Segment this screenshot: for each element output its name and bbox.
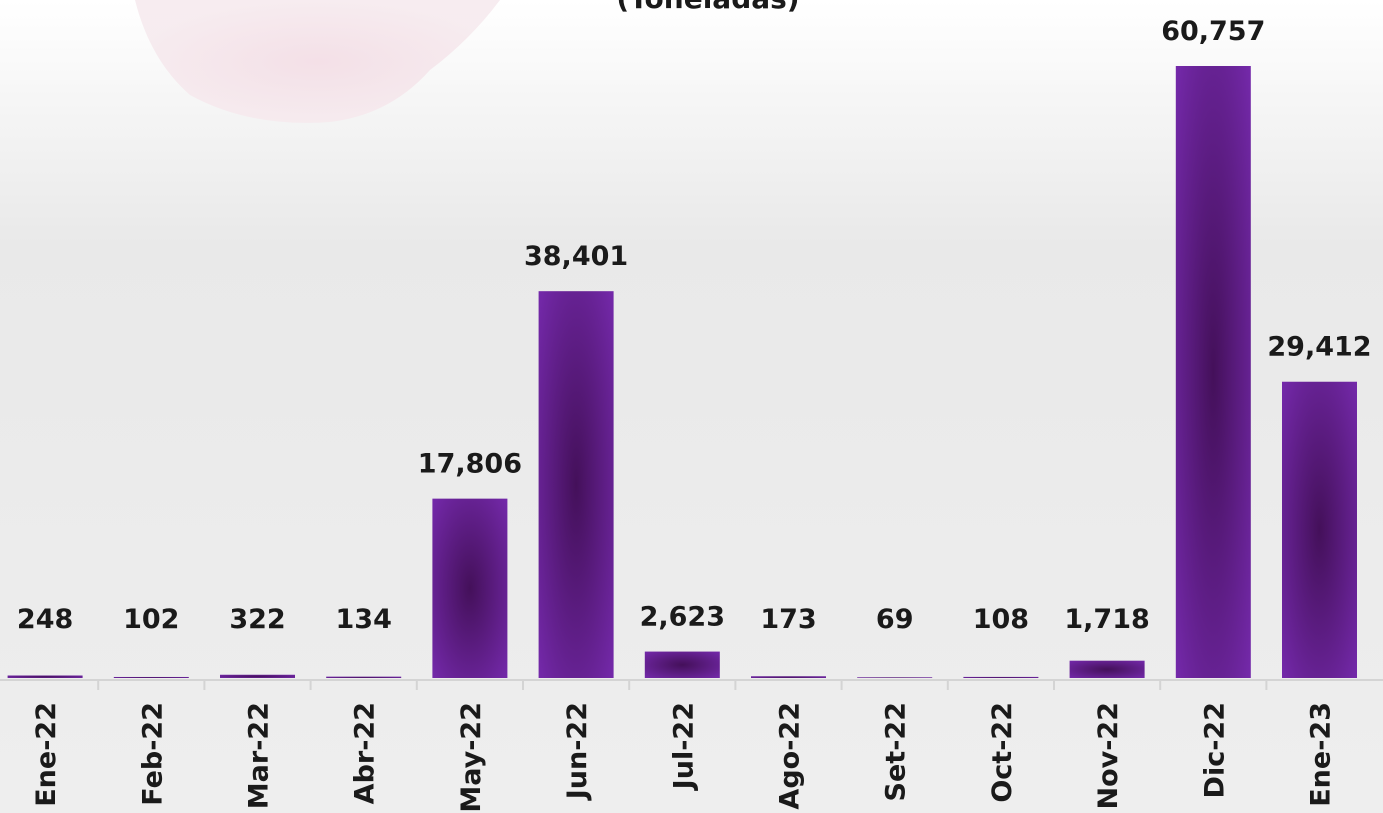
bar bbox=[7, 675, 83, 678]
x-tick-label: Jul-22 bbox=[668, 702, 699, 791]
data-label: 17,806 bbox=[418, 449, 522, 480]
bar bbox=[963, 676, 1039, 678]
data-label: 102 bbox=[123, 604, 179, 635]
x-tick-label: Jun-22 bbox=[562, 702, 593, 801]
x-tick-label: May-22 bbox=[456, 702, 487, 813]
x-tick-label: Ene-23 bbox=[1306, 702, 1337, 807]
x-tick-label: Oct-22 bbox=[987, 702, 1018, 803]
x-tick-label: Ene-22 bbox=[31, 702, 62, 807]
bar bbox=[326, 676, 402, 678]
data-label: 29,412 bbox=[1267, 332, 1371, 363]
bar bbox=[432, 498, 508, 678]
x-tick-label: Mar-22 bbox=[244, 702, 275, 809]
x-tick-label: Dic-22 bbox=[1199, 702, 1230, 798]
bar bbox=[1282, 381, 1357, 678]
bar bbox=[1069, 660, 1145, 678]
bar bbox=[1175, 66, 1251, 678]
x-tick-label: Feb-22 bbox=[137, 702, 168, 806]
bar bbox=[113, 676, 189, 678]
bar bbox=[538, 291, 614, 678]
bar bbox=[857, 677, 933, 678]
data-label: 1,718 bbox=[1064, 604, 1149, 635]
bar bbox=[751, 676, 826, 678]
data-label: 134 bbox=[336, 604, 392, 635]
data-label: 2,623 bbox=[640, 602, 725, 633]
bar bbox=[644, 651, 720, 678]
data-label: 248 bbox=[17, 604, 73, 635]
bar bbox=[220, 674, 295, 678]
x-tick-label: Abr-22 bbox=[350, 702, 381, 804]
x-tick-label: Set-22 bbox=[881, 702, 912, 801]
x-tick-label: Ago-22 bbox=[775, 702, 806, 810]
decoration bbox=[135, 0, 500, 123]
data-label: 108 bbox=[973, 604, 1029, 635]
data-label: 322 bbox=[229, 604, 285, 635]
x-tick-label: Nov-22 bbox=[1093, 702, 1124, 810]
data-label: 38,401 bbox=[524, 241, 628, 272]
data-label: 173 bbox=[760, 604, 816, 635]
data-label: 60,757 bbox=[1161, 16, 1265, 47]
data-label: 69 bbox=[876, 604, 914, 635]
chart-title: (Toneladas) bbox=[616, 0, 799, 15]
